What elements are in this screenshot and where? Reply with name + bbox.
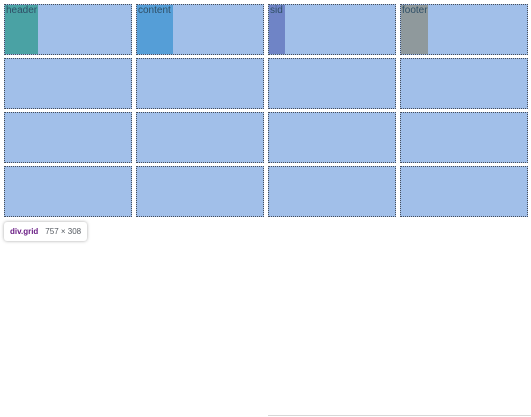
grid-cell: header — [4, 4, 132, 55]
grid-cell: sid — [268, 4, 396, 55]
grid-cell — [268, 166, 396, 217]
grid-item-content: content — [137, 5, 173, 54]
grid-cell — [136, 112, 264, 163]
grid-item-sidebar: sid — [269, 5, 285, 54]
divider-line — [268, 415, 531, 416]
grid-cell — [400, 166, 528, 217]
badge-element-dimensions: 757 × 308 — [45, 227, 82, 236]
grid-cell — [268, 112, 396, 163]
grid-cell — [4, 58, 132, 109]
grid-cell — [4, 166, 132, 217]
grid-cell: footer — [400, 4, 528, 55]
grid-cell — [136, 166, 264, 217]
grid-cell — [268, 58, 396, 109]
grid-item-header: header — [5, 5, 38, 54]
grid-cell — [136, 58, 264, 109]
grid-item-footer: footer — [401, 5, 428, 54]
grid-cell — [400, 58, 528, 109]
css-grid-container: header content sid footer — [4, 4, 528, 217]
devtools-element-badge: div.grid 757 × 308 — [4, 222, 88, 241]
grid-cell — [4, 112, 132, 163]
grid-cell — [400, 112, 528, 163]
badge-element-selector: div.grid — [10, 227, 39, 236]
grid-cell: content — [136, 4, 264, 55]
